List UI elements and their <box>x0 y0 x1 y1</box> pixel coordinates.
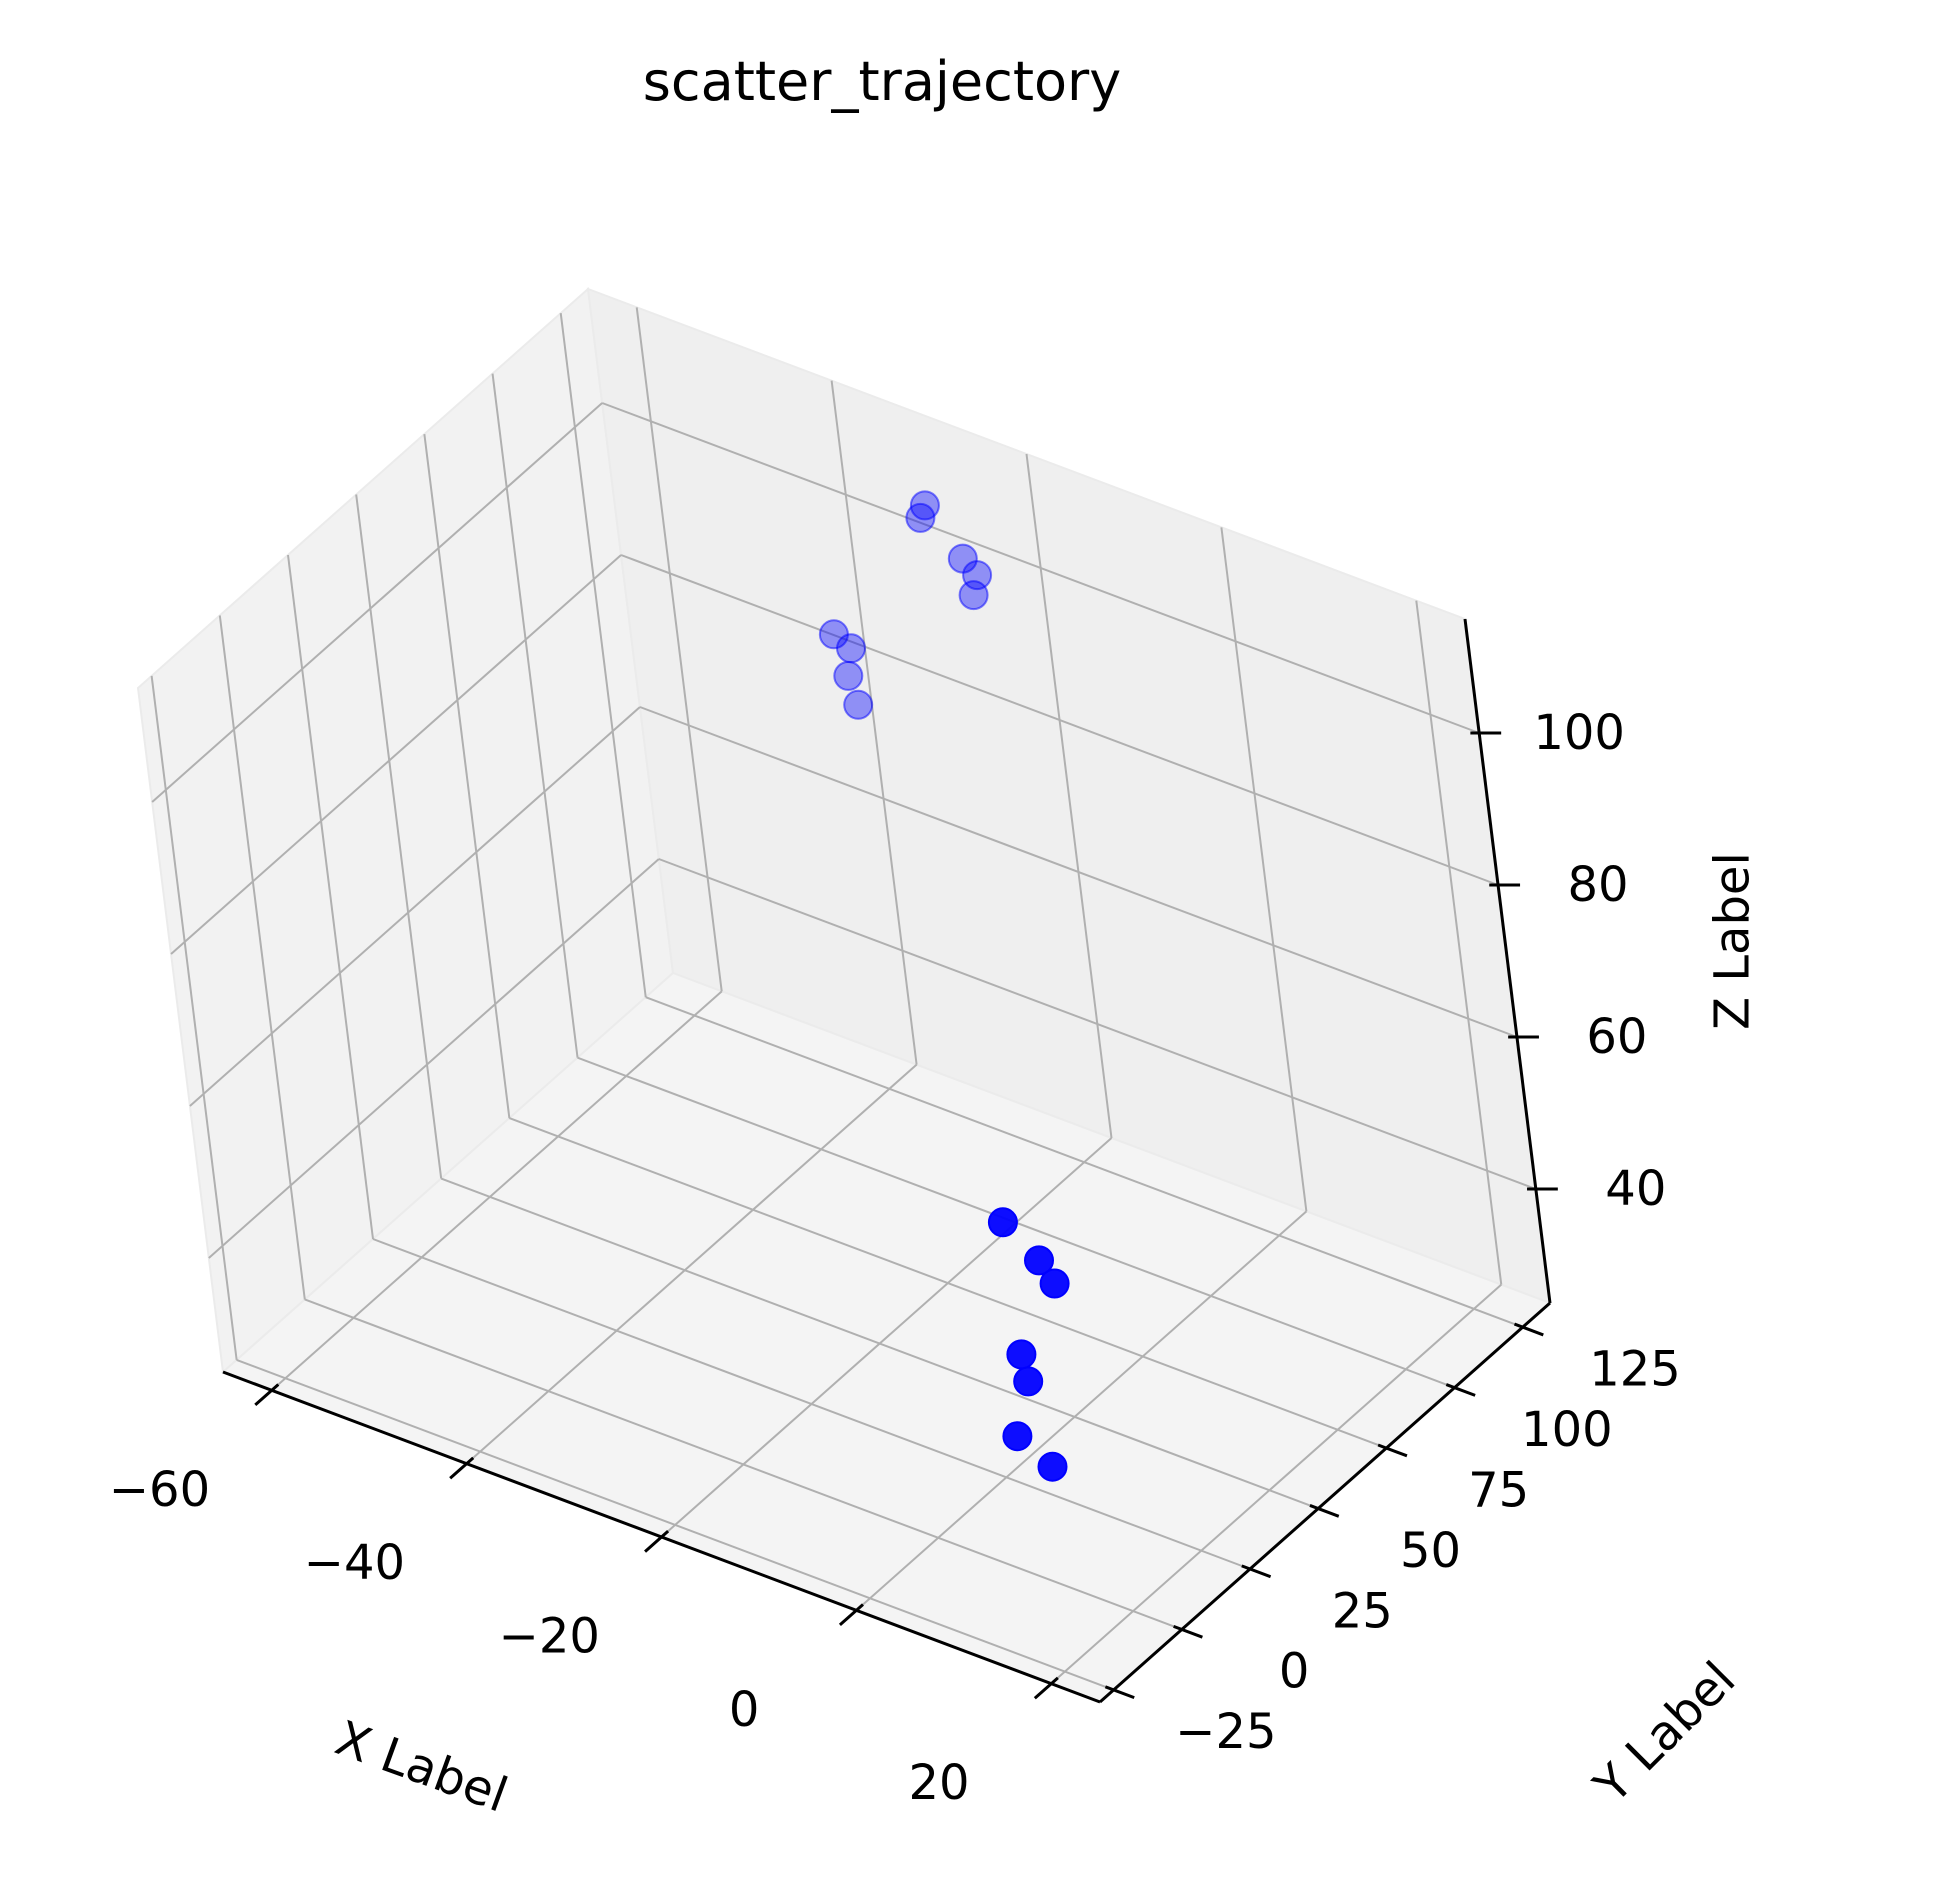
x-tick <box>1033 1676 1059 1700</box>
y-tick-label: 50 <box>1400 1523 1461 1579</box>
grid-line <box>151 402 603 803</box>
x-tick <box>254 1383 280 1407</box>
grid-line <box>372 1238 1251 1570</box>
x-tick-label: 20 <box>909 1755 970 1811</box>
x-tick <box>644 1530 670 1553</box>
grid-line <box>509 1117 1387 1450</box>
grid-line <box>170 554 622 955</box>
grid-line <box>645 996 1524 1329</box>
x-tick <box>838 1603 864 1627</box>
x-tick-label: −60 <box>109 1462 210 1518</box>
z-tick-label: 60 <box>1586 1009 1647 1065</box>
y-tick <box>1513 1322 1544 1337</box>
y-tick-label: 25 <box>1332 1583 1393 1639</box>
grid-line <box>236 1358 1114 1691</box>
data-point <box>1039 1268 1070 1299</box>
x-tick-label: −20 <box>499 1609 600 1665</box>
data-point <box>833 660 864 691</box>
data-point <box>818 619 849 650</box>
data-point <box>1037 1451 1068 1482</box>
grid-line <box>620 554 1499 886</box>
data-point <box>958 580 989 611</box>
y-tick-label: 75 <box>1468 1462 1529 1518</box>
chart-points <box>818 490 1070 1482</box>
y-tick <box>1445 1383 1476 1397</box>
z-tick-label: 100 <box>1533 705 1625 761</box>
z-tick-label: 80 <box>1568 857 1629 913</box>
data-point <box>843 689 874 720</box>
data-point <box>1024 1245 1054 1276</box>
grid-line <box>601 402 1480 734</box>
grid-line <box>304 1298 1183 1631</box>
z-tick-label: 40 <box>1605 1161 1666 1217</box>
data-point <box>947 543 978 574</box>
y-tick <box>1241 1564 1272 1579</box>
grid-line <box>658 858 1537 1190</box>
grid-line <box>660 1137 1113 1538</box>
y-tick-label: 125 <box>1589 1341 1681 1397</box>
grid-line <box>440 1177 1319 1510</box>
data-point <box>1013 1366 1044 1397</box>
x-tick <box>449 1456 475 1480</box>
x-tick-label: −40 <box>304 1535 405 1591</box>
data-point <box>987 1207 1018 1238</box>
chart-grid <box>150 307 1537 1691</box>
grid-line <box>208 858 660 1259</box>
data-point <box>905 502 936 533</box>
y-axis-line <box>1099 1301 1551 1704</box>
data-point <box>1002 1421 1033 1452</box>
chart-title: scatter_trajectory <box>643 50 1121 113</box>
grid-line <box>271 990 723 1392</box>
x-axis-label: X Label <box>328 1710 514 1823</box>
y-tick <box>1377 1443 1408 1458</box>
y-tick <box>1173 1624 1203 1639</box>
grid-line <box>639 706 1518 1038</box>
y-tick-label: 0 <box>1279 1644 1310 1700</box>
grid-line <box>1050 1283 1502 1685</box>
y-tick <box>1309 1504 1340 1518</box>
y-axis-label: Y Label <box>1583 1651 1746 1814</box>
y-tick <box>1104 1685 1135 1700</box>
x-tick-label: 0 <box>729 1682 760 1738</box>
data-point <box>1006 1339 1037 1370</box>
z-axis-label: Z Label <box>1705 852 1761 1030</box>
grid-line <box>189 706 641 1107</box>
grid-line <box>855 1210 1308 1612</box>
grid-line <box>465 1063 918 1465</box>
y-tick-label: 100 <box>1521 1402 1613 1458</box>
y-tick-label: −25 <box>1175 1704 1276 1760</box>
